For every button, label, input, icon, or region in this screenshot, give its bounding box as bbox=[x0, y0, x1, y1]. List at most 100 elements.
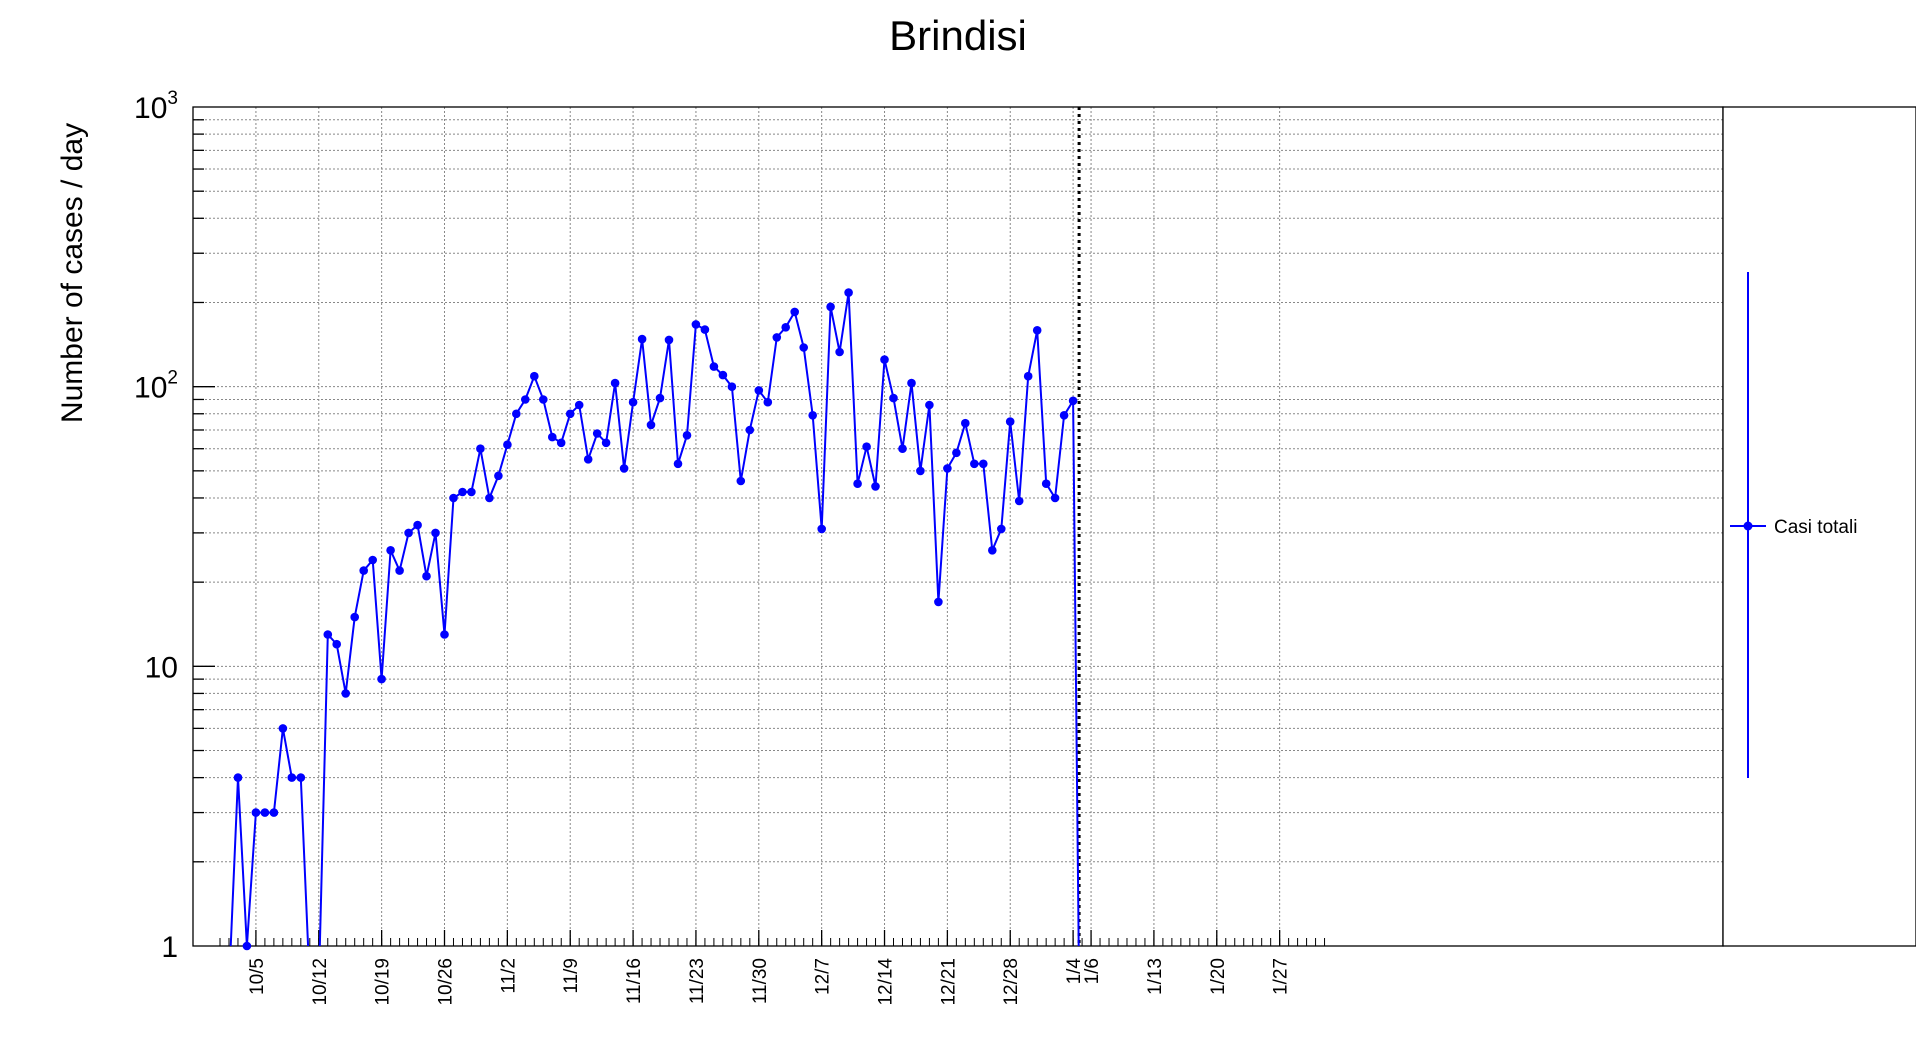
data-point bbox=[377, 674, 386, 684]
data-point bbox=[467, 487, 476, 497]
data-point bbox=[898, 444, 907, 454]
data-point bbox=[1059, 411, 1069, 420]
data-point bbox=[961, 418, 970, 428]
data-point bbox=[826, 302, 835, 312]
grid-lines bbox=[193, 107, 1723, 946]
data-point bbox=[592, 429, 602, 438]
data-point bbox=[790, 307, 799, 317]
x-tick-label: 10/26 bbox=[436, 958, 457, 1006]
legend: Casi totali bbox=[1722, 106, 1916, 947]
legend-marker bbox=[1743, 521, 1753, 531]
data-point bbox=[664, 335, 674, 345]
data-point bbox=[691, 320, 701, 329]
data-point bbox=[287, 773, 297, 782]
data-point bbox=[512, 409, 521, 419]
data-point bbox=[530, 371, 539, 381]
data-point bbox=[817, 524, 826, 534]
x-tick-label: 11/9 bbox=[561, 958, 582, 994]
x-tick-label: 12/28 bbox=[1001, 958, 1022, 1006]
y-tick-label: 10 bbox=[145, 651, 178, 684]
data-point bbox=[772, 333, 782, 342]
x-tick-label: 10/5 bbox=[247, 958, 268, 995]
data-point bbox=[835, 347, 844, 357]
data-point bbox=[296, 773, 306, 782]
data-point bbox=[548, 432, 557, 442]
plot-frame bbox=[192, 106, 1724, 947]
data-point bbox=[763, 397, 773, 407]
data-point bbox=[278, 724, 288, 733]
data-point bbox=[1023, 371, 1033, 381]
data-point bbox=[799, 343, 808, 352]
x-tick-label: 1/6 bbox=[1082, 958, 1103, 984]
data-point bbox=[386, 546, 395, 555]
data-point bbox=[682, 431, 692, 440]
legend-label-casi-totali: Casi totali bbox=[1774, 517, 1857, 538]
data-point bbox=[341, 689, 351, 698]
chart-title: Brindisi bbox=[889, 12, 1027, 59]
data-point bbox=[871, 482, 880, 491]
data-point bbox=[458, 487, 467, 497]
data-point bbox=[988, 546, 997, 555]
data-point bbox=[619, 464, 629, 473]
data-point bbox=[610, 378, 620, 388]
data-point bbox=[449, 493, 458, 503]
data-point bbox=[574, 400, 584, 410]
data-point bbox=[359, 566, 369, 575]
data-point bbox=[485, 493, 494, 503]
data-point bbox=[628, 397, 638, 407]
data-point bbox=[323, 630, 333, 639]
x-tick-label: 11/30 bbox=[750, 958, 771, 1004]
x-tick-label: 1/13 bbox=[1145, 958, 1166, 995]
data-point bbox=[476, 444, 485, 454]
data-point bbox=[494, 471, 503, 481]
data-point bbox=[934, 597, 943, 607]
data-point bbox=[395, 566, 404, 575]
y-tick-label: 103 bbox=[134, 88, 178, 125]
data-point bbox=[907, 378, 916, 388]
data-point bbox=[736, 476, 746, 486]
data-point bbox=[404, 528, 413, 538]
data-point bbox=[637, 334, 647, 344]
data-point bbox=[700, 325, 710, 334]
data-point bbox=[646, 420, 656, 430]
series-line bbox=[229, 292, 1080, 946]
data-point bbox=[431, 528, 440, 538]
data-point bbox=[440, 630, 449, 639]
x-tick-label: 12/21 bbox=[938, 958, 959, 1006]
data-point bbox=[242, 941, 252, 951]
data-point bbox=[350, 612, 360, 622]
data-point bbox=[1005, 417, 1015, 426]
data-point bbox=[997, 524, 1006, 534]
data-point bbox=[269, 808, 279, 817]
x-tick-label: 1/27 bbox=[1271, 958, 1292, 995]
data-point bbox=[925, 400, 934, 410]
data-point bbox=[727, 382, 737, 392]
x-tick-label: 1/4 bbox=[1064, 958, 1085, 985]
data-point bbox=[565, 409, 575, 419]
data-point bbox=[1014, 496, 1024, 506]
x-tick-label: 10/19 bbox=[373, 958, 394, 1006]
data-point bbox=[413, 520, 422, 530]
data-point bbox=[844, 288, 853, 297]
data-point bbox=[916, 466, 925, 476]
data-point bbox=[1041, 479, 1051, 489]
data-point bbox=[1050, 493, 1060, 503]
data-point bbox=[673, 459, 683, 469]
x-tick-label: 11/2 bbox=[498, 958, 519, 994]
x-tick-label: 12/14 bbox=[876, 958, 897, 1006]
data-point bbox=[601, 438, 611, 448]
x-tick-label: 12/7 bbox=[813, 958, 834, 995]
y-tick-label: 1 bbox=[161, 931, 178, 964]
y-tick-label: 102 bbox=[134, 368, 178, 405]
data-point bbox=[943, 464, 952, 473]
data-point bbox=[539, 395, 548, 404]
data-point bbox=[655, 393, 665, 403]
data-point bbox=[979, 459, 988, 469]
data-point bbox=[889, 393, 898, 403]
data-point bbox=[754, 386, 764, 395]
data-point bbox=[368, 555, 378, 565]
data-point bbox=[853, 479, 862, 489]
data-point bbox=[503, 440, 512, 450]
series-casi-totali bbox=[229, 288, 1080, 951]
data-point bbox=[1068, 396, 1078, 406]
